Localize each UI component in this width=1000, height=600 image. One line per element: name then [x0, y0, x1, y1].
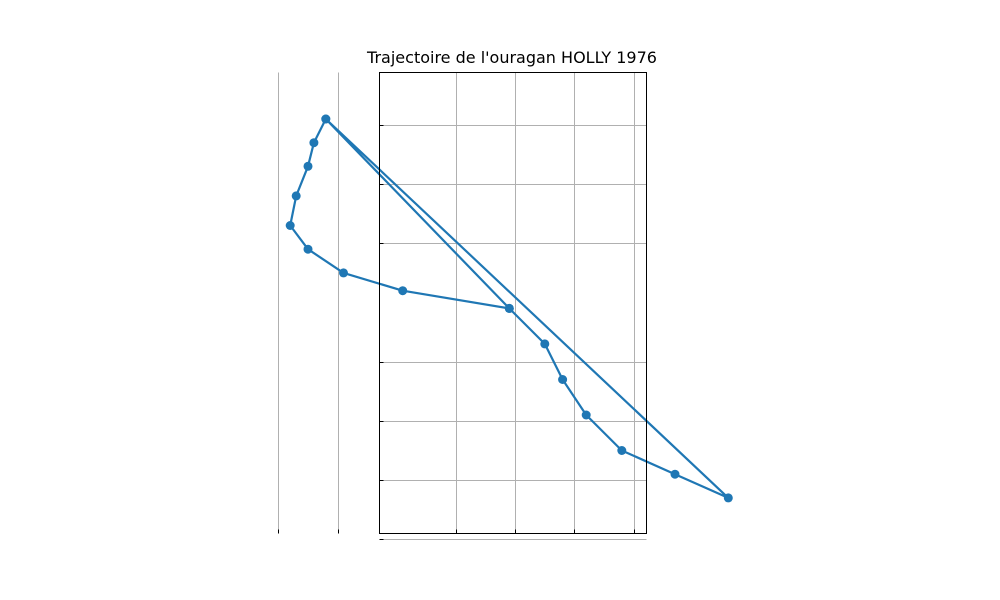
trajectory-point: [303, 161, 313, 171]
chart-title: Trajectoire de l'ouragan HOLLY 1976: [366, 48, 657, 67]
trajectory-point: [723, 493, 733, 503]
grid: [278, 72, 647, 540]
trajectory-point: [617, 446, 627, 455]
trajectory-point: [540, 339, 550, 349]
trajectory-point: [321, 114, 331, 124]
trajectory-point: [285, 221, 295, 230]
trajectory-point: [303, 244, 313, 254]
trajectory-point: [670, 469, 680, 479]
plot-frame: [379, 72, 647, 534]
trajectory-point: [309, 138, 319, 148]
trajectory-point: [339, 268, 348, 278]
trajectory-point: [581, 410, 591, 420]
marker-layer: [285, 114, 733, 503]
trajectory-point: [558, 375, 568, 384]
trajectory-point: [504, 303, 514, 313]
trajectory-point: [291, 191, 301, 201]
trajectory-point: [398, 286, 408, 296]
